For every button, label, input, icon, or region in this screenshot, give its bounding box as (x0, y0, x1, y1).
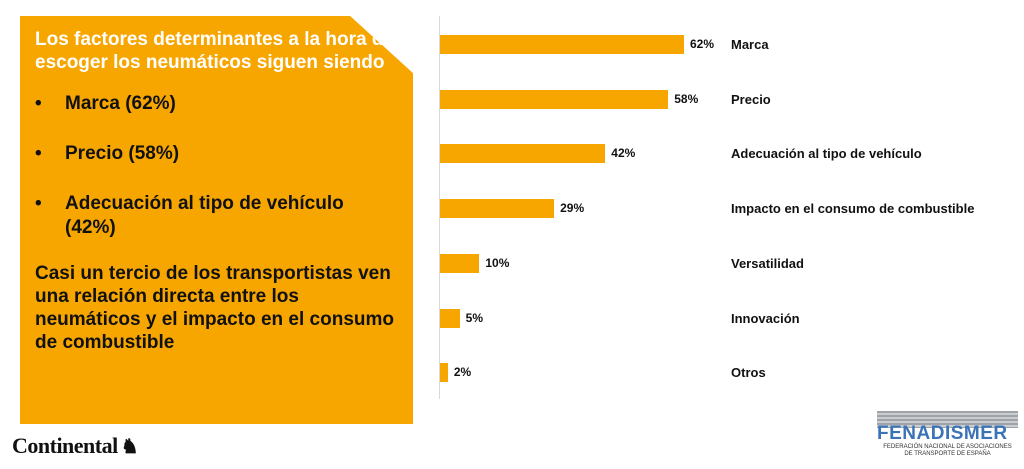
category-label: Marca (731, 37, 769, 52)
bullet-item: • Precio (58%) (35, 142, 395, 166)
bullet-text: Precio (58%) (65, 143, 180, 164)
bullet-item: • Marca (62%) (35, 92, 395, 116)
bullet-dot: • (35, 193, 42, 214)
fenadismer-subtitle-1: FEDERACIÓN NACIONAL DE ASOCIACIONES (883, 444, 1012, 450)
fenadismer-stripes (877, 411, 1018, 428)
category-label: Precio (731, 91, 771, 107)
bar-value-label: 2% (453, 365, 472, 380)
bar-5 (440, 308, 460, 328)
panel-intro: Los factores determinantes a la hora de … (35, 29, 395, 73)
bullet-item: • Adecuación al tipo de vehículo (42%) (35, 192, 395, 240)
bar-value-label: 10% (485, 255, 510, 270)
category-label: Otros (731, 365, 766, 381)
fenadismer-title: FENADISMER (877, 423, 1008, 444)
category-label: Innovación (731, 310, 800, 326)
bar-6 (440, 363, 448, 383)
horse-icon: ♞ (120, 436, 139, 458)
category-label: Impacto en el consumo de combustible (731, 201, 975, 217)
bar-value-label: 62% (690, 37, 715, 51)
fenadismer-subtitle-2: DE TRANSPORTE DE ESPAÑA (904, 451, 991, 457)
fenadismer-logo: FENADISMER FEDERACIÓN NACIONAL DE ASOCIA… (877, 411, 1018, 458)
bar-4 (440, 253, 480, 273)
bar-value-label: 58% (674, 91, 699, 106)
bullet-dot: • (35, 143, 42, 164)
continental-logo: Continental ♞ (12, 433, 139, 459)
panel-closing-text: Casi un tercio de los transportistas ven… (35, 263, 394, 353)
bullet-text: Marca (62%) (65, 93, 176, 114)
bar-3 (440, 199, 555, 219)
panel-text: Los factores determinantes a la hora de … (35, 28, 395, 354)
bar-2 (440, 144, 606, 164)
highlight-panel: Los factores determinantes a la hora de … (20, 16, 413, 424)
bar-value-label: 5% (465, 310, 484, 325)
bar-0 (440, 35, 684, 54)
bullet-text: Adecuación al tipo de vehículo (42%) (65, 193, 344, 238)
factor-bullet-list: • Marca (62%) • Precio (58%) • Adecuación a… (35, 92, 395, 240)
category-label: Versatilidad (731, 255, 804, 271)
bar-value-label: 42% (611, 146, 636, 161)
category-label: Adecuación al tipo de vehículo (731, 146, 922, 162)
bar-value-label: 29% (560, 201, 585, 216)
bullet-dot: • (35, 93, 42, 114)
chart-axis-line (439, 16, 440, 399)
bar-1 (440, 89, 669, 109)
continental-wordmark: Continental (12, 433, 118, 458)
